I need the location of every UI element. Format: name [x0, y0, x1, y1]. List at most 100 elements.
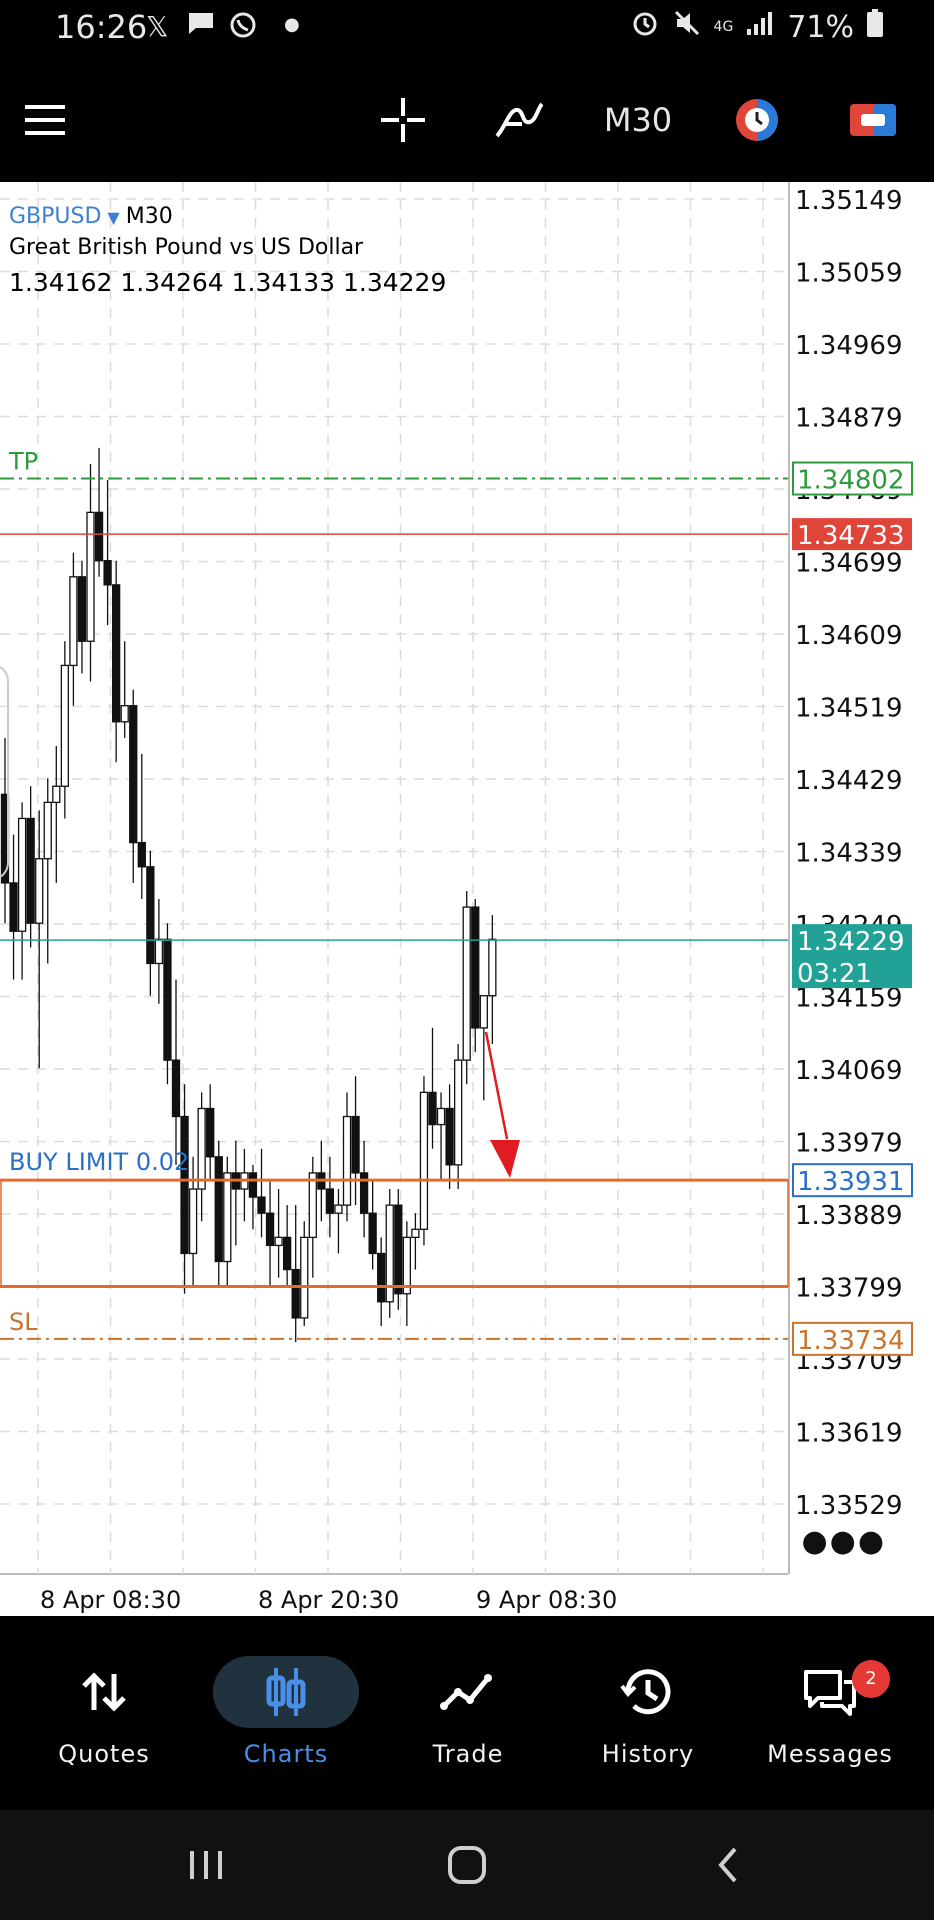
y-tick-label: 1.34519 — [795, 694, 903, 724]
timeframe-label: M30 — [603, 101, 673, 139]
candle-body — [188, 1188, 198, 1255]
y-tick-label: 1.33889 — [795, 1201, 903, 1231]
candle-body — [394, 1204, 403, 1295]
nav-history[interactable]: History — [558, 1616, 738, 1810]
tp-price-label: 1.34802 — [797, 466, 905, 496]
status-right: 4G 71% — [630, 8, 884, 46]
candle-body — [359, 1172, 369, 1214]
buy-limit-label: BUY LIMIT 0.02 — [9, 1148, 189, 1176]
candle-body — [368, 1212, 377, 1255]
candle-body — [60, 664, 69, 787]
candle-body — [488, 938, 497, 997]
recent-apps-icon — [190, 1851, 222, 1879]
buy-limit-price-box — [792, 1163, 913, 1198]
bottom-navigation: Quotes Charts Trade History 2 Messages — [0, 1616, 934, 1810]
candle-body — [257, 1196, 266, 1214]
candle-body — [479, 995, 488, 1029]
candle-body — [206, 1107, 215, 1158]
crosshair-button[interactable] — [370, 58, 436, 182]
candle-body — [180, 1115, 189, 1255]
back-button[interactable] — [668, 1810, 788, 1920]
y-tick-label: 1.34339 — [795, 839, 903, 869]
nav-charts[interactable]: Charts — [196, 1616, 376, 1810]
home-button[interactable] — [407, 1810, 527, 1920]
candle-body — [17, 817, 27, 932]
recent-apps-button[interactable] — [146, 1810, 266, 1920]
price-chart[interactable]: 1.351491.350591.349691.348791.347891.346… — [0, 182, 934, 1616]
trade-panel-button[interactable] — [840, 58, 906, 182]
candle-body — [334, 1204, 343, 1214]
more-options-icon[interactable]: ●●● — [801, 1524, 886, 1559]
nav-label-charts: Charts — [243, 1740, 329, 1768]
bar-countdown-label: 03:21 — [797, 959, 872, 989]
candle-body — [171, 1059, 181, 1118]
nav-messages[interactable]: 2 Messages — [740, 1616, 920, 1810]
bid-price-box — [792, 924, 912, 989]
indicators-button[interactable] — [486, 58, 552, 182]
candle-body — [163, 938, 172, 1061]
y-tick-label: 1.35059 — [795, 259, 903, 289]
candle-body — [291, 1268, 300, 1319]
menu-button[interactable] — [12, 58, 78, 182]
nav-trade[interactable]: Trade — [378, 1616, 558, 1810]
candle-body — [154, 938, 164, 965]
candle-body — [445, 1107, 454, 1166]
whatsapp-icon — [228, 10, 258, 47]
candle-body — [402, 1236, 412, 1295]
candle-body — [223, 1172, 232, 1263]
symbol-name[interactable]: GBPUSD — [9, 204, 102, 229]
candle-body — [436, 1107, 446, 1126]
system-navigation-bar — [0, 1810, 934, 1920]
y-tick-label: 1.33529 — [795, 1491, 903, 1521]
candle-body — [35, 858, 44, 924]
y-tick-label: 1.33799 — [795, 1274, 903, 1304]
crosshair-icon — [381, 98, 425, 142]
tp-label: TP — [8, 448, 38, 476]
timeframe-button[interactable]: M30 — [596, 58, 680, 182]
y-tick-label: 1.33619 — [795, 1419, 903, 1449]
chart-area[interactable]: 1.351491.350591.349691.348791.347891.346… — [0, 182, 934, 1616]
one-click-trading-button[interactable] — [724, 58, 790, 182]
candle-body — [129, 705, 138, 844]
candle-body — [69, 576, 78, 667]
candle-body — [103, 560, 112, 586]
network-type: 4G — [713, 19, 734, 35]
symbol-info: GBPUSD ▼ M30 Great British Pound vs US Dol… — [9, 204, 446, 297]
left-edge-handle — [0, 666, 9, 878]
nav-active-pill — [213, 1656, 359, 1728]
candle-body — [77, 576, 87, 642]
candle-body — [265, 1212, 275, 1247]
nav-label-messages: Messages — [767, 1740, 893, 1768]
trade-line-icon — [440, 1674, 492, 1710]
x-app-icon: 𝕏 — [146, 10, 169, 43]
candle-body — [471, 906, 480, 1029]
hamburger-icon — [25, 105, 65, 135]
y-tick-label: 1.34969 — [795, 331, 903, 361]
candle-body — [9, 882, 18, 932]
history-clock-icon — [620, 1669, 671, 1715]
candle-body — [197, 1107, 206, 1190]
candle-body — [137, 841, 146, 868]
candle-body — [453, 1059, 463, 1166]
symbol-ohlc: 1.34162 1.34264 1.34133 1.34229 — [9, 268, 447, 297]
candle-body — [120, 705, 129, 723]
candle-body — [214, 1156, 223, 1263]
candle-body — [377, 1252, 386, 1303]
home-icon — [448, 1846, 486, 1884]
sl-price-label: 1.33734 — [797, 1326, 905, 1356]
nav-label-trade: Trade — [432, 1740, 504, 1768]
nav-quotes[interactable]: Quotes — [14, 1616, 194, 1810]
indicator-f-icon — [495, 102, 544, 138]
annotation-arrow-shaft — [484, 1031, 509, 1140]
quotes-arrows-icon — [82, 1672, 126, 1712]
buy-limit-price-label: 1.33931 — [797, 1167, 905, 1197]
messages-badge: 2 — [852, 1660, 890, 1698]
y-tick-label: 1.33979 — [795, 1129, 903, 1159]
battery-icon — [866, 8, 884, 46]
alarm-icon — [630, 8, 660, 46]
battery-percent: 71% — [787, 9, 854, 45]
x-tick-label: 9 Apr 08:30 — [476, 1586, 617, 1614]
symbol-dropdown-icon[interactable]: ▼ — [107, 208, 120, 227]
signal-icon — [745, 9, 775, 45]
annotation-arrow-head — [490, 1140, 520, 1178]
